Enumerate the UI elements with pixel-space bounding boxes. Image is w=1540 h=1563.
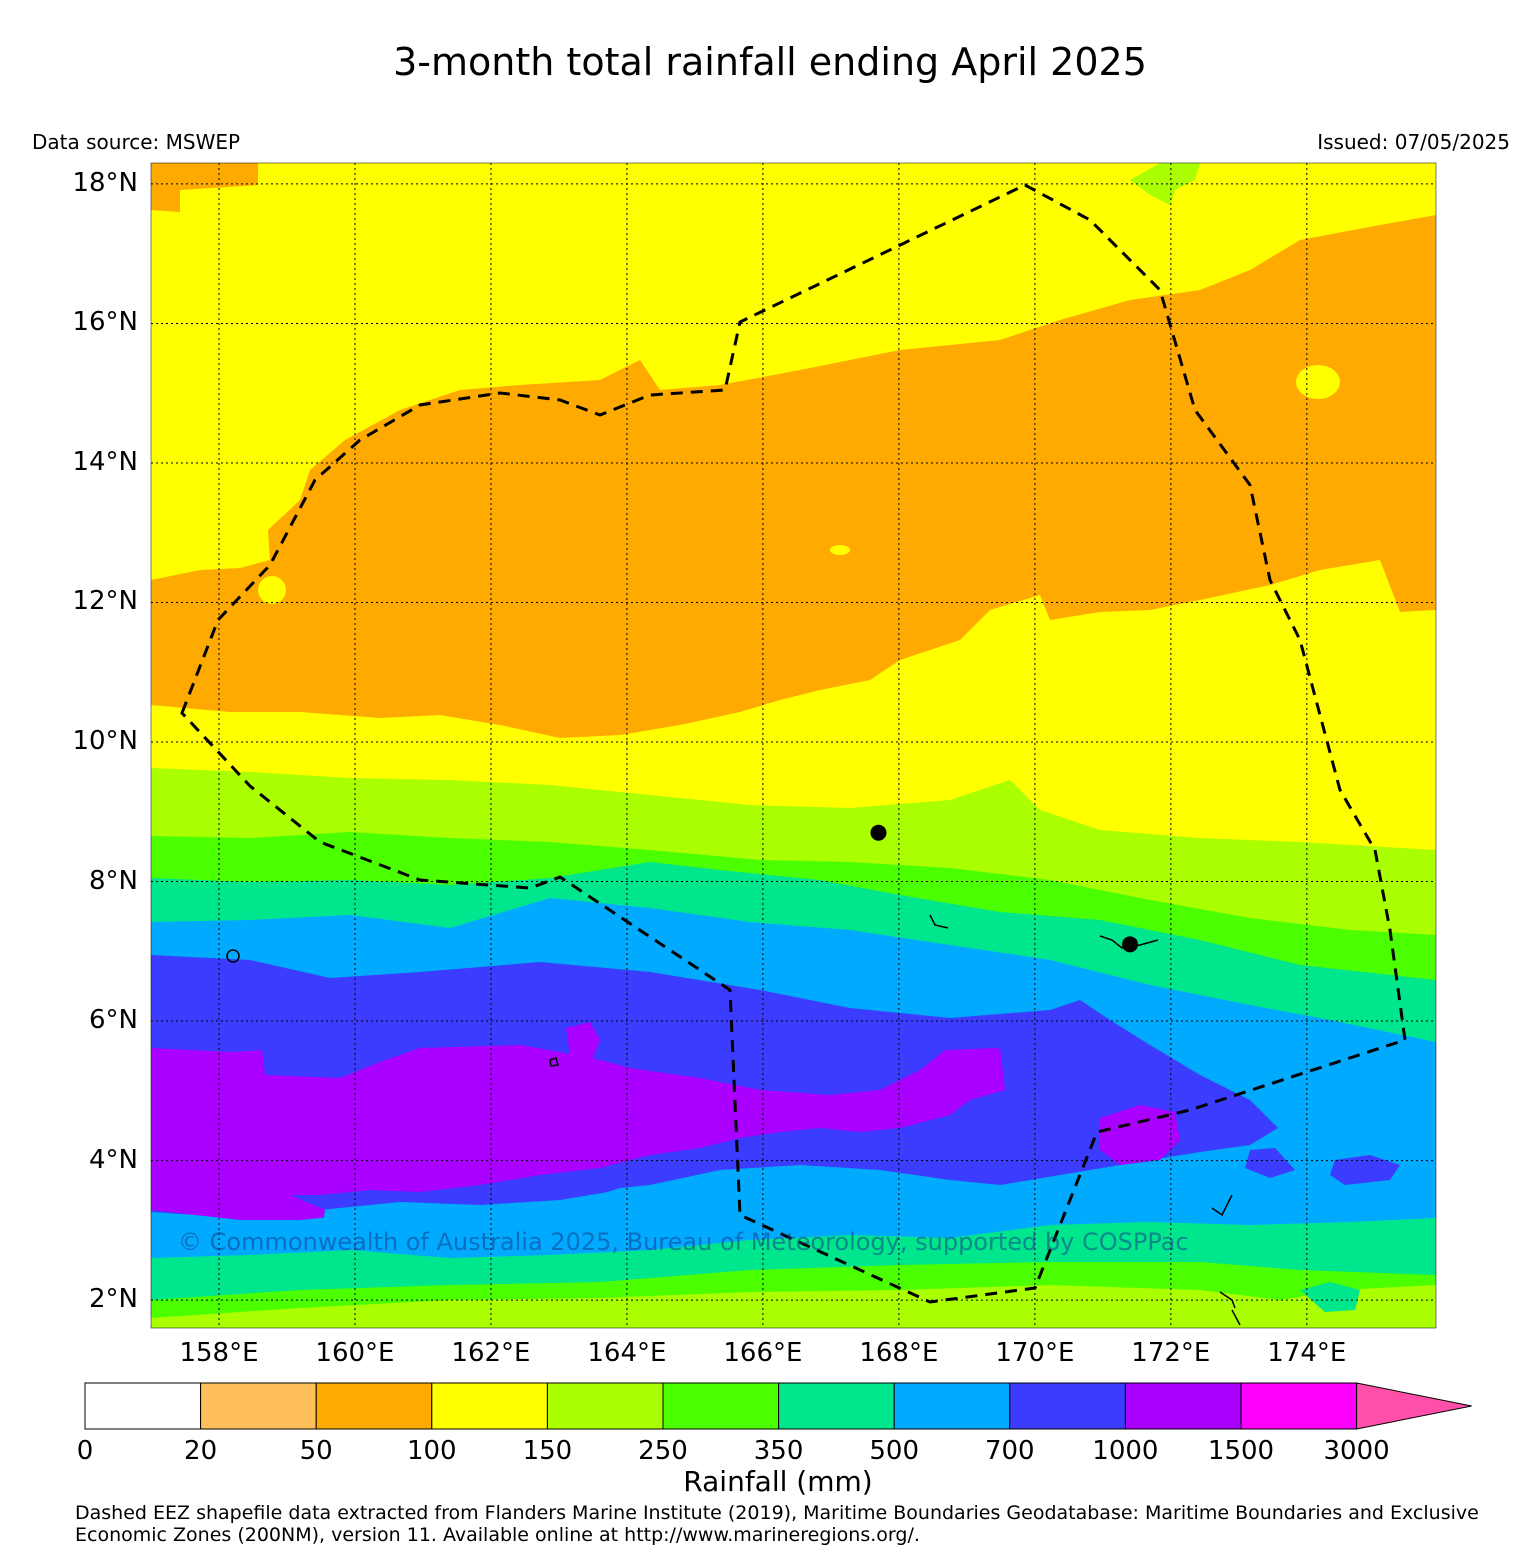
longitude-label: 162°E xyxy=(451,1338,531,1368)
rainfall-band-50-100 xyxy=(151,163,258,212)
latitude-label: 2°N xyxy=(89,1284,138,1315)
longitude-label: 164°E xyxy=(587,1338,667,1368)
colorbar-extend-arrow xyxy=(1356,1382,1472,1430)
colorbar-swatch xyxy=(546,1382,664,1430)
longitude-label: 158°E xyxy=(179,1338,259,1368)
data-source: Data source: MSWEP xyxy=(32,130,241,154)
latitude-label: 12°N xyxy=(72,586,138,617)
latitude-label: 4°N xyxy=(89,1144,138,1175)
longitude-label: 168°E xyxy=(859,1338,939,1368)
colorbar-swatch xyxy=(662,1382,780,1430)
copyright-watermark: © Commonwealth of Australia 2025, Bureau… xyxy=(178,1228,1189,1256)
rainfall-band-1000-1500 xyxy=(151,1045,1005,1240)
colorbar-swatch xyxy=(778,1382,895,1430)
latitude-label: 18°N xyxy=(72,167,138,198)
colorbar-tick-label: 50 xyxy=(299,1436,333,1466)
latitude-label: 16°N xyxy=(72,307,138,338)
colorbar-tick-label: 700 xyxy=(984,1436,1035,1466)
colorbar-swatch xyxy=(1009,1382,1126,1430)
footnote-line: Dashed EEZ shapefile data extracted from… xyxy=(75,1502,1479,1524)
colorbar-swatch xyxy=(1124,1382,1242,1430)
colorbar-swatch xyxy=(1240,1382,1358,1430)
longitude-label: 172°E xyxy=(1131,1338,1211,1368)
capital-dot xyxy=(1122,936,1139,953)
rainfall-bands xyxy=(151,163,1436,1328)
colorbar-swatch xyxy=(893,1382,1011,1430)
issued-date: Issued: 07/05/2025 xyxy=(1317,130,1510,154)
colorbar-tick-label: 1000 xyxy=(1092,1436,1159,1466)
longitude-label: 166°E xyxy=(723,1338,803,1368)
colorbar-tick-label: 1500 xyxy=(1207,1436,1275,1466)
colorbar-title: Rainfall (mm) xyxy=(683,1465,873,1498)
colorbar-tick-label: 350 xyxy=(753,1436,804,1466)
colorbar-swatch xyxy=(431,1382,548,1430)
longitude-label: 170°E xyxy=(995,1338,1075,1368)
map-title: 3-month total rainfall ending April 2025 xyxy=(393,40,1147,84)
colorbar-tick-label: 0 xyxy=(76,1436,94,1466)
latitude-label: 14°N xyxy=(72,446,138,477)
capital-dot xyxy=(870,824,887,841)
rainfall-band-50-100 xyxy=(151,215,1436,738)
longitude-label: 160°E xyxy=(315,1338,395,1368)
colorbar-tick-label: 150 xyxy=(522,1436,573,1466)
longitude-label: 174°E xyxy=(1267,1338,1347,1368)
colorbar-swatch xyxy=(84,1382,202,1430)
colorbar-tick-label: 500 xyxy=(869,1436,919,1466)
colorbar-tick-label: 3000 xyxy=(1323,1436,1390,1466)
places xyxy=(870,824,1139,953)
latitude-label: 10°N xyxy=(72,726,138,756)
colorbar xyxy=(84,1382,1472,1430)
footnote: Dashed EEZ shapefile data extracted from… xyxy=(75,1502,1515,1546)
eez-boundary xyxy=(180,183,1407,1304)
colorbar-tick-label: 250 xyxy=(638,1436,688,1466)
colorbar-swatch xyxy=(315,1382,433,1430)
graticule xyxy=(151,163,1436,1328)
colorbar-swatch xyxy=(200,1382,317,1430)
colorbar-tick-label: 100 xyxy=(406,1436,457,1466)
footnote-line: Economic Zones (200NM), version 11. Avai… xyxy=(75,1524,920,1546)
colorbar-tick-label: 20 xyxy=(184,1436,218,1466)
latitude-label: 6°N xyxy=(89,1005,138,1036)
latitude-label: 8°N xyxy=(89,865,138,896)
island-outlines xyxy=(226,914,1241,1326)
